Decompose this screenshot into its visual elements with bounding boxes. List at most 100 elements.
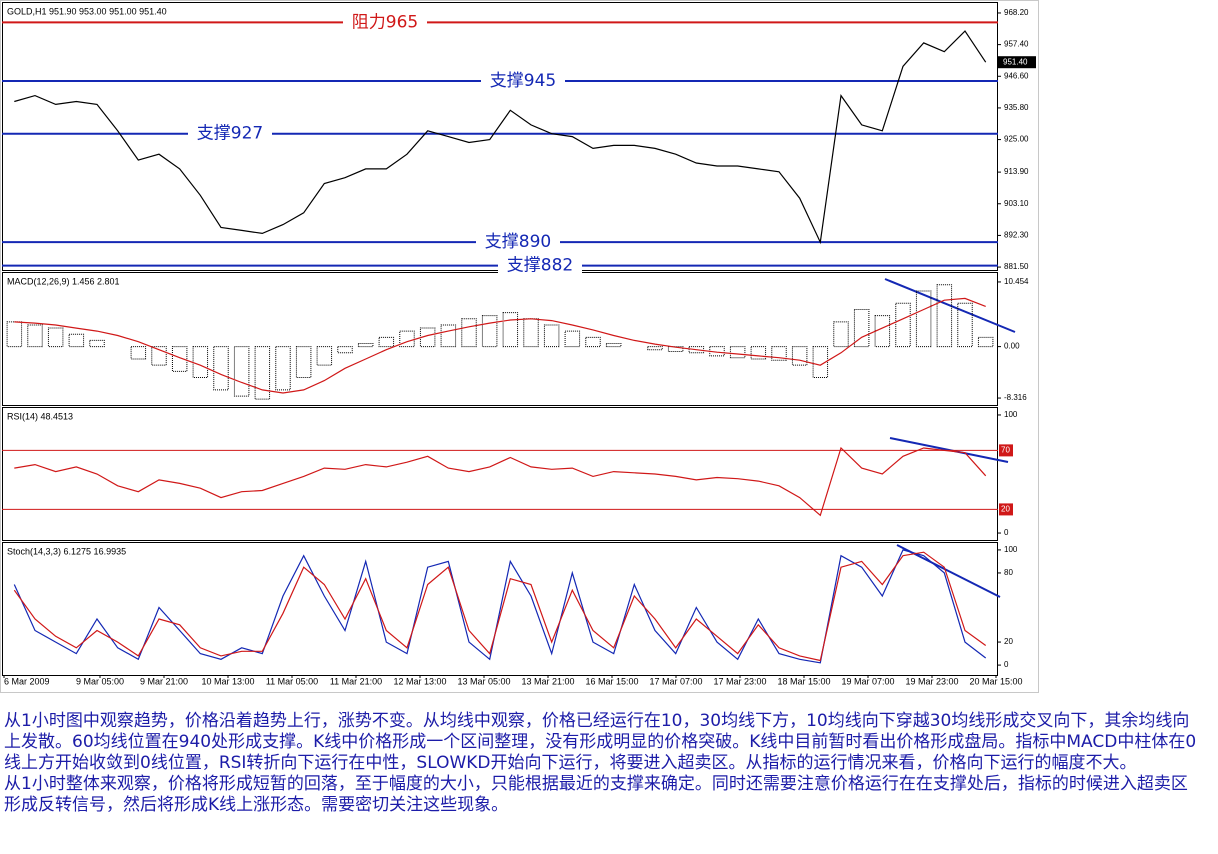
y-tick-label: 913.90 bbox=[1004, 167, 1029, 176]
x-tick-label: 13 Mar 05:00 bbox=[457, 676, 510, 686]
rsi-panel bbox=[2, 407, 998, 541]
y-tick-label: 935.80 bbox=[1004, 103, 1029, 112]
macd-bar bbox=[667, 346, 684, 353]
macd-bar bbox=[399, 330, 415, 348]
level-label-bg bbox=[999, 444, 1013, 457]
macd-bar bbox=[171, 346, 188, 372]
macd-bar bbox=[47, 327, 64, 348]
signal-line bbox=[14, 297, 986, 394]
stoch-panel bbox=[2, 542, 998, 676]
caption-paragraph: 从1小时图中观察趋势，价格沿着趋势上行，涨势不变。从均线中观察，价格已经运行在1… bbox=[4, 711, 1197, 773]
level-label: 支撑890 bbox=[485, 232, 551, 252]
macd-bar bbox=[213, 346, 229, 391]
macd-bar bbox=[6, 321, 23, 348]
macd-bar bbox=[254, 346, 271, 400]
macd-bar bbox=[275, 346, 291, 391]
macd-bar bbox=[688, 346, 705, 354]
x-tick-label: 19 Mar 23:00 bbox=[905, 676, 958, 686]
macd-bar bbox=[481, 315, 498, 348]
level-label: 阻力965 bbox=[352, 12, 418, 32]
y-tick-label: 0 bbox=[1004, 528, 1009, 537]
macd-bar bbox=[564, 330, 581, 348]
current-price-box bbox=[998, 56, 1036, 69]
y-tick-label: 881.50 bbox=[1004, 262, 1029, 271]
macd-bar bbox=[523, 318, 539, 348]
macd-bar bbox=[130, 346, 147, 360]
y-tick-label: 100 bbox=[1004, 545, 1018, 554]
data-line bbox=[14, 446, 987, 517]
y-tick-label: 892.30 bbox=[1004, 231, 1029, 240]
level-label-bg bbox=[481, 70, 565, 91]
macd-bar bbox=[750, 346, 767, 360]
y-tick-label: 903.10 bbox=[1004, 199, 1029, 208]
y-tick-label: 0 bbox=[1004, 660, 1009, 669]
x-tick-label: 17 Mar 23:00 bbox=[713, 676, 766, 686]
x-tick-label: 13 Mar 21:00 bbox=[521, 676, 574, 686]
y-tick-label: 20 bbox=[1004, 637, 1013, 646]
macd-bar bbox=[89, 339, 105, 348]
level-label-bg bbox=[343, 12, 427, 33]
macd-bar bbox=[585, 336, 601, 348]
x-tick-label: 20 Mar 15:00 bbox=[969, 676, 1022, 686]
macd-bar bbox=[647, 346, 663, 351]
macd-bar bbox=[853, 308, 870, 348]
x-tick-label: 9 Mar 21:00 bbox=[140, 676, 188, 686]
macd-bar bbox=[812, 346, 829, 379]
level-label-bg bbox=[188, 123, 272, 144]
panel-title: RSI(14) 48.4513 bbox=[7, 411, 73, 421]
macd-bar bbox=[295, 346, 312, 379]
current-price-label: 951.40 bbox=[1003, 57, 1028, 66]
macd-bar bbox=[461, 318, 477, 348]
y-tick-label: 968.20 bbox=[1004, 8, 1029, 17]
y-tick-label: 957.40 bbox=[1004, 40, 1029, 49]
macd-bar bbox=[151, 346, 167, 366]
macd-bar bbox=[895, 302, 911, 348]
x-tick-label: 6 Mar 2009 bbox=[4, 676, 50, 686]
data-line bbox=[14, 30, 987, 245]
macd-bar bbox=[874, 315, 891, 348]
level-label-bg bbox=[498, 255, 582, 276]
x-tick-label: 11 Mar 21:00 bbox=[330, 676, 382, 686]
macd-bar bbox=[915, 290, 932, 348]
macd-bar bbox=[791, 346, 808, 366]
macd-bar bbox=[337, 346, 353, 354]
macd-bar bbox=[729, 346, 746, 359]
macd-bar bbox=[957, 302, 973, 348]
macd-bar bbox=[977, 336, 994, 348]
x-tick-label: 10 Mar 13:00 bbox=[201, 676, 254, 686]
macd-bar bbox=[833, 321, 849, 348]
y-tick-label: 10.454 bbox=[1004, 277, 1029, 286]
macd-bar bbox=[68, 333, 85, 348]
x-tick-label: 17 Mar 07:00 bbox=[649, 676, 702, 686]
level-label: 支撑882 bbox=[507, 256, 573, 276]
x-tick-label: 18 Mar 15:00 bbox=[777, 676, 830, 686]
y-tick-label: 925.00 bbox=[1004, 135, 1029, 144]
macd-bar bbox=[192, 346, 209, 379]
macd-bar bbox=[316, 346, 333, 366]
caption-paragraph: 从1小时整体来观察，价格将形成短暂的回落，至于幅度的大小，只能根据最近的支撑来确… bbox=[4, 774, 1188, 815]
macd-bar bbox=[357, 343, 374, 348]
level-label: 支撑945 bbox=[490, 71, 556, 91]
panel-title: MACD(12,26,9) 1.456 2.801 bbox=[7, 276, 120, 286]
level-label-bg bbox=[476, 232, 560, 253]
caption: 从1小时图中观察趋势，价格沿着趋势上行，涨势不变。从均线中观察，价格已经运行在1… bbox=[4, 711, 1204, 816]
x-tick-label: 16 Mar 15:00 bbox=[585, 676, 638, 686]
x-tick-label: 19 Mar 07:00 bbox=[841, 676, 894, 686]
panel-title: GOLD,H1 951.90 953.00 951.00 951.40 bbox=[7, 6, 167, 16]
trend-line bbox=[884, 278, 1016, 333]
macd-bar bbox=[605, 343, 622, 348]
y-tick-label: 100 bbox=[1004, 410, 1018, 419]
x-tick-label: 9 Mar 05:00 bbox=[76, 676, 124, 686]
y-tick-label: 946.60 bbox=[1004, 71, 1029, 80]
level-label: 70 bbox=[1001, 445, 1010, 454]
level-label: 20 bbox=[1001, 505, 1010, 514]
chart: GOLD,H1 951.90 953.00 951.00 951.40 968.2… bbox=[0, 0, 1039, 693]
y-tick-label: -8.316 bbox=[1004, 393, 1027, 402]
level-label-bg bbox=[999, 503, 1013, 516]
panel-title: Stoch(14,3,3) 6.1275 16.9935 bbox=[7, 546, 126, 556]
x-tick-label: 12 Mar 13:00 bbox=[393, 676, 446, 686]
y-tick-label: 0.00 bbox=[1004, 342, 1020, 351]
data-line bbox=[13, 551, 987, 662]
y-tick-label: 80 bbox=[1004, 568, 1013, 577]
